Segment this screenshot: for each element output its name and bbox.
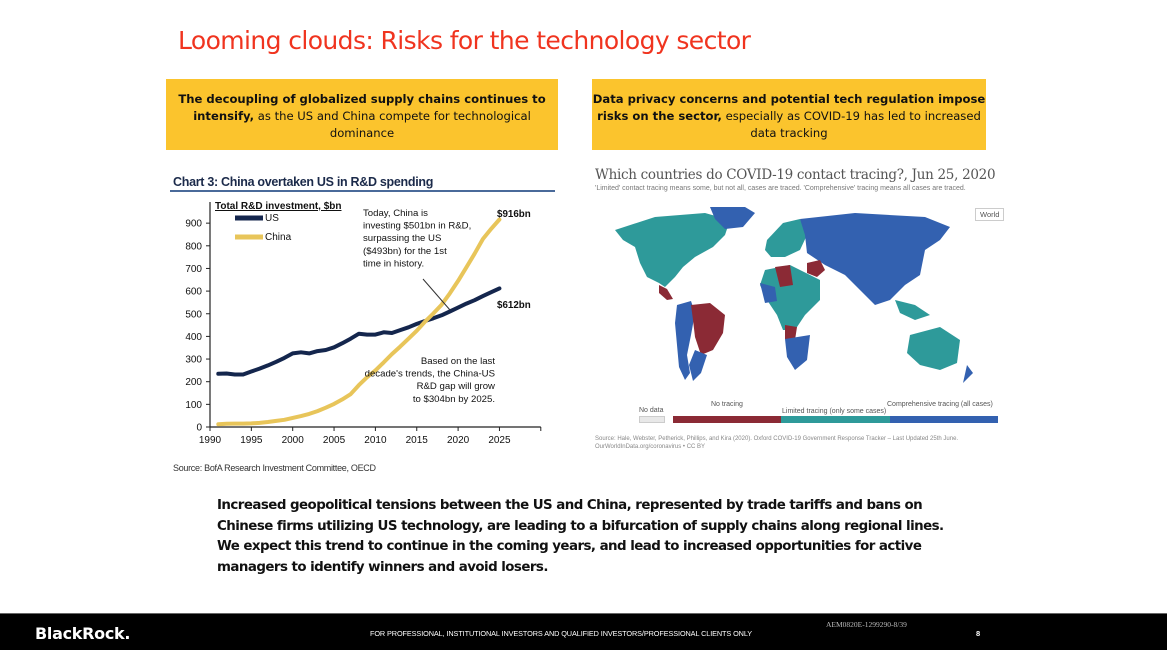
x-tick-label: 2010 [364, 435, 387, 446]
series-line-china [216, 217, 502, 427]
map-africa-west [760, 283, 777, 303]
y-tick-label: 600 [185, 287, 202, 298]
legend-limited-label: Limited tracing (only some cases) [782, 408, 887, 415]
map-brazil [691, 303, 725, 355]
x-tick-label: 2000 [282, 435, 305, 446]
map-africa-north [760, 265, 820, 330]
annotation-line: time in history. [363, 258, 424, 269]
map-africa-south [785, 335, 810, 370]
annotation-crossover: Today, China is investing $501bn in R&D, s… [363, 208, 471, 269]
chart-axes: 0 100 200 300 400 500 600 700 800 900 1990 1995 2000… [185, 202, 542, 446]
annotation-line: surpassing the US [363, 233, 441, 244]
footer: BlackRock. FOR PROFESSIONAL, INSTITUTION… [0, 613, 1167, 650]
annotation-gap: Based on the last decade's trends, the Ch… [365, 356, 496, 405]
annotation-line: to $304bn by 2025. [413, 394, 495, 405]
document-code: AEM0820E-1299290-8/39 [826, 620, 907, 629]
y-tick-label: 0 [196, 423, 202, 434]
callout-left-bold: The decoupling of globalized supply chai… [178, 92, 546, 123]
map-greenland [710, 207, 755, 229]
callout-left-rest: as the US and China compete for technolo… [254, 109, 531, 140]
annotation-line: ($493bn) for the 1st [363, 246, 447, 257]
callout-right-rest: especially as COVID-19 has led to increa… [721, 109, 981, 140]
annotation-line: decade's trends, the China-US [365, 369, 495, 380]
page-number: 8 [976, 629, 981, 638]
annotation-line: Today, China is [363, 208, 428, 219]
legend-comprehensive-swatch [889, 416, 998, 423]
x-tick-label: 2025 [488, 435, 511, 446]
china-end-label: $916bn [497, 209, 531, 220]
y-tick-label: 800 [185, 241, 202, 252]
map-north-america [615, 213, 730, 287]
annotation-line: R&D gap will grow [417, 381, 495, 392]
annotation-line: Based on the last [421, 356, 495, 367]
legend-china-label: China [265, 232, 292, 243]
blackrock-logo: BlackRock. [35, 624, 131, 643]
x-tick-label: 2005 [323, 435, 346, 446]
map-subtitle: 'Limited' contact tracing means some, bu… [595, 185, 966, 192]
chart-title-rule [170, 190, 555, 192]
map-angola [785, 325, 797, 340]
y-tick-label: 100 [185, 400, 202, 411]
world-map [615, 207, 973, 383]
map-title: Which countries do COVID-19 contact trac… [595, 167, 996, 183]
rd-line-chart: 0 100 200 300 400 500 600 700 800 900 1990 1995 2000… [185, 201, 542, 446]
y-tick-label: 700 [185, 264, 202, 275]
legend-comprehensive-label: Comprehensive tracing (all cases) [887, 401, 993, 408]
annotation-line: investing $501bn in R&D, [363, 221, 471, 232]
y-tick-label: 200 [185, 377, 202, 388]
callout-supply-chains: The decoupling of globalized supply chai… [166, 79, 558, 150]
map-region-selector[interactable]: World [975, 208, 1005, 221]
legend-limited-swatch [781, 416, 890, 423]
series-line-us [216, 286, 502, 377]
map-legend-bar [673, 416, 998, 423]
chart-source: Source: BofA Research Investment Committ… [173, 463, 376, 473]
map-australia [907, 327, 960, 370]
footer-disclaimer: FOR PROFESSIONAL, INSTITUTIONAL INVESTOR… [370, 629, 753, 638]
x-tick-label: 1995 [240, 435, 263, 446]
map-europe [765, 219, 807, 257]
callout-data-privacy: Data privacy concerns and potential tech… [592, 79, 986, 150]
map-source: Source: Hale, Webster, Petherick, Philli… [595, 436, 959, 450]
x-tick-label: 2020 [447, 435, 470, 446]
map-new-zealand [963, 365, 973, 383]
slide-title: Looming clouds: Risks for the technology… [178, 26, 751, 55]
map-middle-east [807, 260, 825, 277]
x-tick-label: 2015 [406, 435, 429, 446]
y-tick-label: 400 [185, 332, 202, 343]
map-southeast-asia [895, 300, 930, 320]
x-tick-label: 1990 [199, 435, 222, 446]
callout-right-bold: Data privacy concerns and potential tech… [592, 92, 986, 123]
legend-no-tracing-label: No tracing [711, 401, 743, 408]
legend-no-data-swatch [639, 416, 665, 423]
map-russia-asia [800, 213, 950, 305]
y-tick-label: 500 [185, 309, 202, 320]
annotation-crossover-pointer [422, 278, 451, 311]
legend-us-label: US [265, 213, 279, 224]
summary-text: Increased geopolitical tensions between … [217, 498, 944, 575]
map-algeria [775, 265, 793, 287]
map-south-america-west [675, 301, 695, 380]
legend-no-tracing-swatch [673, 416, 782, 423]
map-south-america-south [689, 350, 707, 381]
legend-no-data-label: No data [639, 407, 664, 414]
y-axis-label: Total R&D investment, $bn [215, 201, 342, 212]
y-tick-label: 300 [185, 355, 202, 366]
chart-title: Chart 3: China overtaken US in R&D spend… [173, 175, 434, 189]
us-end-label: $612bn [497, 300, 531, 311]
chart-series [216, 217, 502, 427]
map-central-america [659, 285, 673, 300]
y-tick-label: 900 [185, 219, 202, 230]
